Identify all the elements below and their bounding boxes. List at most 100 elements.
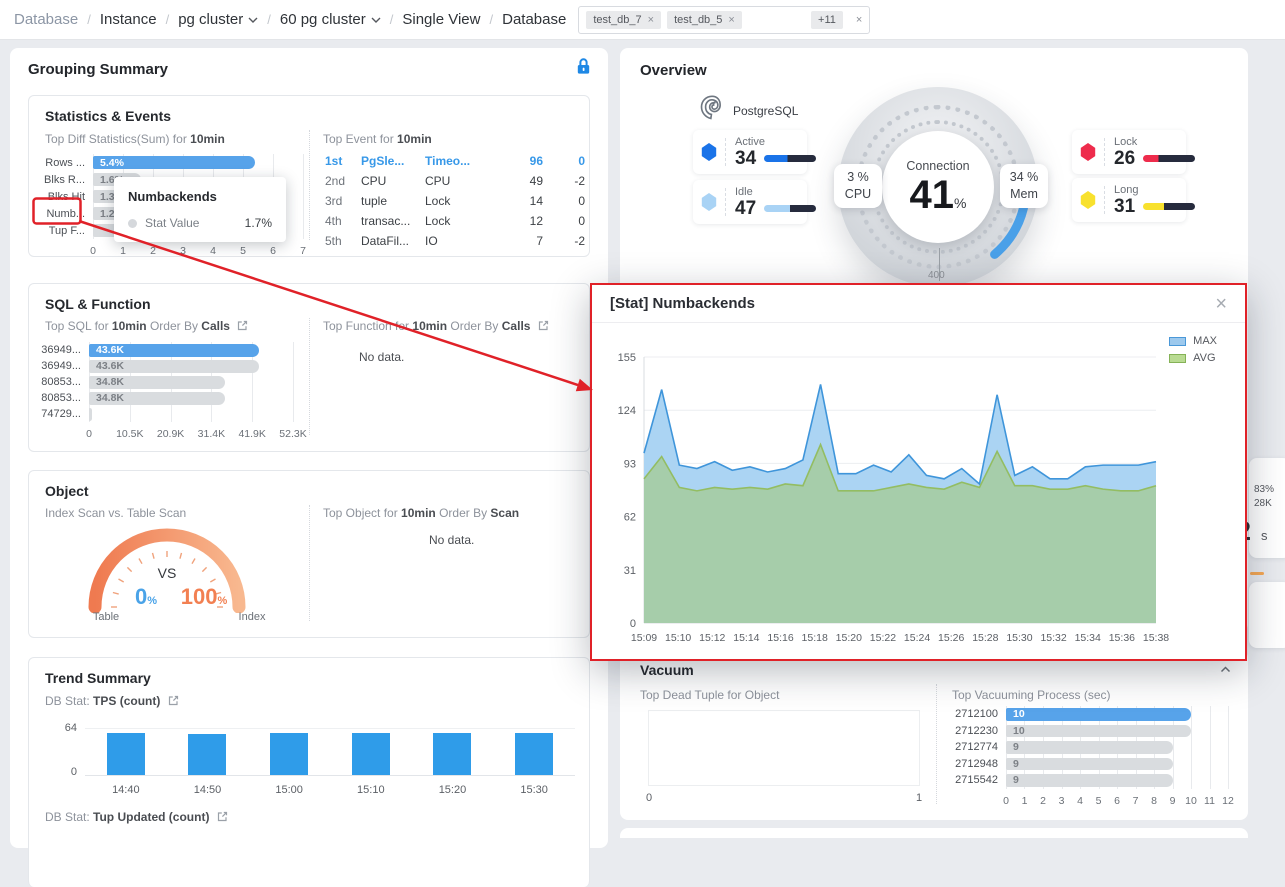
bar[interactable]: 9 — [1006, 774, 1173, 787]
bar[interactable]: 10 — [1006, 708, 1191, 721]
mem-value: 34 % — [1000, 169, 1048, 186]
tps-ymin: 0 — [55, 766, 77, 778]
x-tick: 0 — [90, 245, 96, 257]
tps-bar[interactable] — [352, 733, 390, 775]
bar-category-label: 36949... — [45, 358, 89, 374]
cpu-badge: 3 % CPU — [834, 164, 882, 208]
event-row[interactable]: 3rdtupleLock140 — [325, 194, 585, 208]
svg-text:15:22: 15:22 — [870, 632, 896, 644]
bar[interactable]: 10 — [1006, 725, 1191, 738]
bar[interactable]: 5.4% — [93, 156, 255, 169]
breadcrumb-item[interactable]: pg cluster — [178, 11, 258, 28]
breadcrumb-item[interactable]: Instance — [100, 11, 157, 28]
svg-text:15:36: 15:36 — [1109, 632, 1135, 644]
breadcrumb-item[interactable]: Database — [502, 11, 566, 28]
svg-text:15:38: 15:38 — [1143, 632, 1169, 644]
dead-tuple-title: Top Dead Tuple for Object — [640, 688, 779, 702]
external-link-icon[interactable] — [217, 811, 228, 822]
more-tags-chip[interactable]: +11 — [811, 11, 843, 29]
svg-text:15:28: 15:28 — [972, 632, 998, 644]
external-link-icon[interactable] — [237, 320, 248, 331]
bar[interactable]: 34.8K — [89, 392, 225, 405]
close-icon[interactable]: × — [1215, 294, 1227, 314]
partial-unit: s — [1261, 528, 1268, 543]
remove-tag-icon[interactable]: × — [728, 14, 734, 26]
event-row[interactable]: 2ndCPUCPU49-2 — [325, 174, 585, 188]
event-row[interactable]: 5thDataFil...IO7-2 — [325, 234, 585, 248]
dead-tuple-x1: 1 — [916, 792, 922, 804]
dead-tuple-chart[interactable] — [648, 710, 920, 786]
top-diff-statistics-title: Top Diff Statistics(Sum) for 10min — [45, 132, 225, 146]
index-label: Index — [227, 611, 277, 623]
x-tick: 7 — [300, 245, 306, 257]
svg-text:15:14: 15:14 — [733, 632, 759, 644]
collapse-chevron-icon[interactable] — [1220, 666, 1231, 673]
tps-bar[interactable] — [188, 734, 226, 775]
db-tag-chip: test_db_7× — [586, 11, 661, 29]
breadcrumb-item[interactable]: Database — [14, 11, 78, 28]
x-tick: 9 — [1170, 795, 1176, 807]
top-event-table[interactable]: 1stPgSle...Timeo...9602ndCPUCPU49-23rdtu… — [325, 154, 579, 248]
x-tick: 2 — [150, 245, 156, 257]
tps-bar[interactable] — [515, 733, 553, 775]
bar[interactable]: 43.6K — [89, 360, 259, 373]
stat-numbackends-modal: [Stat] Numbackends × MAX AVG 03162931241… — [590, 283, 1247, 661]
bar-category-label: 80853... — [45, 390, 89, 406]
breadcrumb: Database/Instance/pg cluster/60 pg clust… — [14, 11, 566, 28]
sql-function-card: SQL & Function Top SQL for 10min Order B… — [28, 283, 590, 452]
tps-chart[interactable] — [85, 728, 575, 776]
x-tick: 41.9K — [238, 428, 265, 440]
bar-category-label: 2712774 — [952, 739, 1006, 756]
tps-bar[interactable] — [270, 733, 308, 775]
bar[interactable]: 9 — [1006, 758, 1173, 771]
event-row[interactable]: 4thtransac...Lock120 — [325, 214, 585, 228]
postgresql-label: PostgreSQL — [733, 104, 798, 118]
postgresql-logo-icon — [698, 94, 726, 122]
statistics-events-title: Statistics & Events — [45, 108, 171, 124]
bar[interactable]: 34.8K — [89, 376, 225, 389]
bar[interactable] — [89, 408, 92, 421]
modal-title: [Stat] Numbackends — [610, 295, 755, 312]
breadcrumb-item[interactable]: 60 pg cluster — [280, 11, 381, 28]
x-tick: 31.4K — [198, 428, 225, 440]
idle-hexagon-icon — [701, 193, 717, 211]
idle-progress-bar — [764, 205, 816, 212]
event-row[interactable]: 1stPgSle...Timeo...960 — [325, 154, 585, 168]
cpu-label: CPU — [834, 186, 882, 203]
bar[interactable]: 43.6K — [89, 344, 259, 357]
idle-sessions-card: Idle 47 — [693, 180, 807, 224]
bar[interactable]: 9 — [1006, 741, 1173, 754]
lock-hexagon-icon — [1080, 143, 1096, 161]
tps-bar[interactable] — [433, 733, 471, 775]
top-sql-chart[interactable]: 36949...36949...80853...80853...74729...… — [45, 342, 293, 442]
bar-category-label: 36949... — [45, 342, 89, 358]
tps-bar[interactable] — [107, 733, 145, 775]
external-link-icon[interactable] — [538, 320, 549, 331]
chart-tooltip: Numbackends Stat Value 1.7% — [114, 177, 286, 242]
partial-stat-card: 83% 28K — [1249, 458, 1285, 558]
lock-value: 26 — [1114, 149, 1135, 168]
remove-tag-icon[interactable]: × — [648, 14, 654, 26]
connection-gauge-center: Connection 41% — [882, 131, 994, 243]
vacuuming-process-chart[interactable]: 2712100271223027127742712948271554210109… — [952, 706, 1228, 809]
grouping-summary-panel: Grouping Summary Statistics & Events Top… — [10, 48, 608, 848]
clear-tags-icon[interactable]: × — [856, 14, 862, 26]
long-label: Long — [1114, 184, 1195, 196]
bar-category-label: 2712948 — [952, 756, 1006, 773]
svg-text:15:24: 15:24 — [904, 632, 930, 644]
breadcrumb-item[interactable]: Single View — [402, 11, 480, 28]
svg-text:62: 62 — [624, 512, 636, 524]
breadcrumb-separator: / — [390, 12, 394, 27]
numbackends-area-chart[interactable]: 031629312415515:0915:1015:1215:1415:1615… — [610, 345, 1210, 653]
x-tick: 1 — [120, 245, 126, 257]
top-function-title: Top Function for 10min Order By Calls — [323, 319, 549, 333]
max-legend-label: MAX — [1193, 335, 1217, 347]
svg-text:155: 155 — [618, 352, 636, 364]
lock-icon[interactable] — [576, 57, 591, 75]
bar-category-label: 74729... — [45, 406, 89, 422]
tps-x-label: 15:20 — [439, 784, 467, 796]
max-legend-swatch — [1169, 337, 1186, 346]
external-link-icon[interactable] — [168, 695, 179, 706]
x-tick: 52.3K — [279, 428, 306, 440]
active-hexagon-icon — [701, 143, 717, 161]
